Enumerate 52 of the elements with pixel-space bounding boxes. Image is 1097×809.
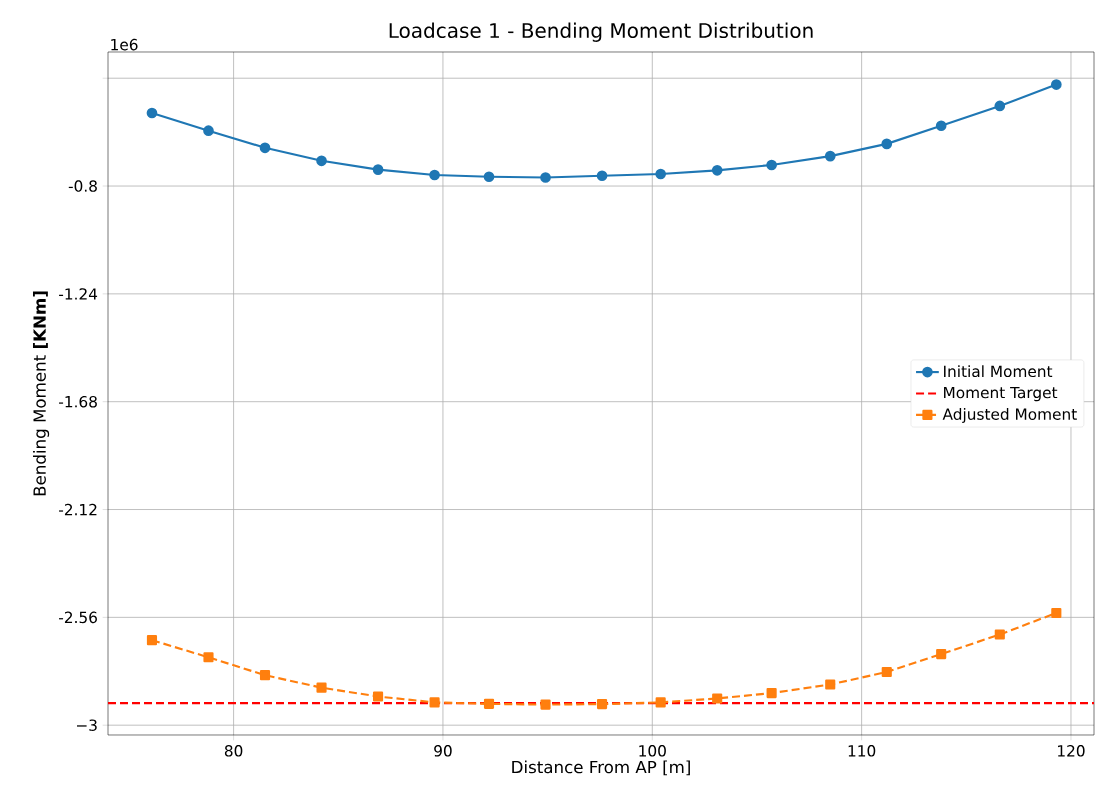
point xyxy=(540,172,551,183)
point xyxy=(429,169,440,181)
point xyxy=(259,670,271,681)
x-tick-label: 80 xyxy=(224,745,243,757)
y-tick-label: -2.12 xyxy=(59,503,97,516)
point xyxy=(372,691,384,702)
point xyxy=(596,170,608,182)
point xyxy=(994,100,1006,112)
point xyxy=(483,171,495,183)
x-tick-label: 110 xyxy=(848,745,876,757)
point xyxy=(316,155,327,167)
y-tick-label: -2.56 xyxy=(59,611,97,624)
point xyxy=(1051,607,1062,619)
legend-label: Initial Moment xyxy=(944,365,1053,378)
point xyxy=(881,138,893,150)
point xyxy=(146,635,158,646)
point xyxy=(316,682,327,693)
point xyxy=(146,107,158,119)
y-tick-label: -0.8 xyxy=(68,180,97,192)
point xyxy=(259,142,271,154)
x-tick-label: 100 xyxy=(639,745,666,757)
point xyxy=(540,699,551,710)
point xyxy=(881,666,892,678)
chart-title: Loadcase 1 - Bending Moment Distribution xyxy=(389,22,813,42)
point xyxy=(824,150,836,162)
y-tick-label: -1.68 xyxy=(59,395,97,408)
point xyxy=(429,697,440,708)
legend-label: Adjusted Moment xyxy=(942,408,1077,423)
x-axis-title: Distance From AP [m] xyxy=(512,760,690,776)
point xyxy=(711,165,723,176)
point xyxy=(372,164,384,175)
x-tick-label: 90 xyxy=(434,745,452,757)
x-tick-label: 120 xyxy=(1058,745,1085,757)
point xyxy=(655,697,666,708)
point xyxy=(935,120,947,132)
point xyxy=(483,698,495,709)
point xyxy=(825,679,836,690)
point xyxy=(712,693,723,704)
point xyxy=(596,699,608,710)
point xyxy=(655,168,666,180)
point xyxy=(994,629,1005,640)
point xyxy=(766,159,777,171)
point xyxy=(203,125,214,136)
y-axis-title: Bending Moment [KNm] xyxy=(32,291,50,496)
point xyxy=(766,688,777,699)
y-tick-label: −3 xyxy=(76,719,97,731)
text: 1e6 xyxy=(111,38,138,51)
legend-label: Moment Target xyxy=(944,386,1058,402)
point xyxy=(203,652,214,663)
y-tick-label: -1.24 xyxy=(59,288,98,300)
point xyxy=(1050,79,1062,90)
point xyxy=(936,649,947,660)
